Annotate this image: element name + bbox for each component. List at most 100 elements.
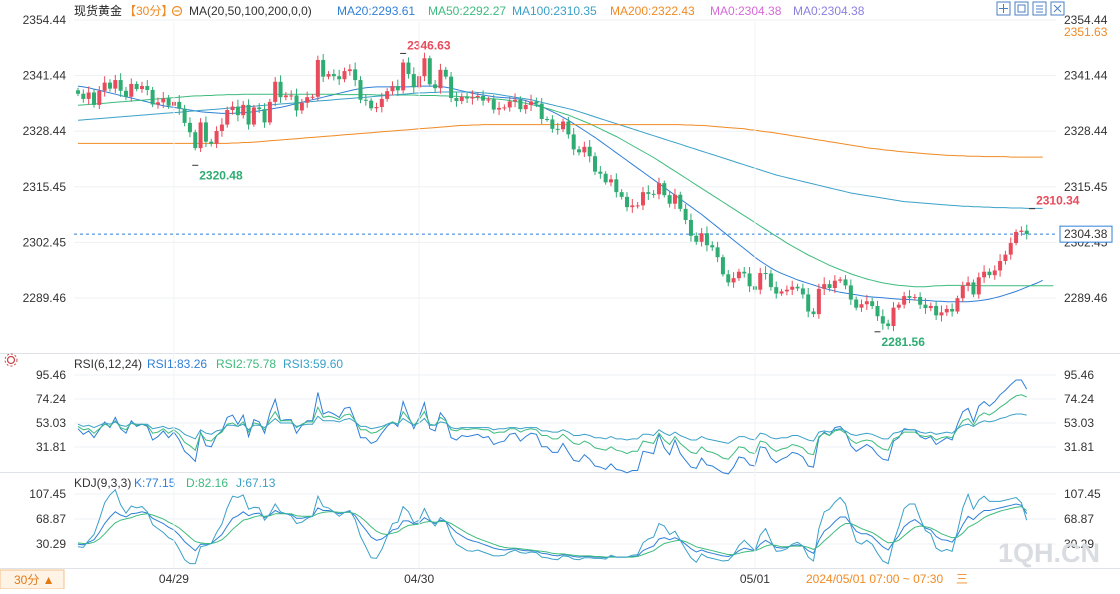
candle-body <box>529 101 534 105</box>
rsi-settings-icon[interactable] <box>4 353 18 367</box>
candle <box>1003 250 1008 265</box>
candle <box>848 279 853 305</box>
candle-body <box>363 99 368 101</box>
ma-legend: MA20:2293.61 MA50:2292.27 MA100:2310.35 MA2… <box>337 4 865 18</box>
price-axis: 2354.44 2354.44 2341.44 2341.44 2328.44 2328.… <box>23 13 1113 305</box>
candle-body <box>982 271 987 278</box>
candle <box>774 281 779 299</box>
candle <box>582 141 587 157</box>
settings-icon[interactable] <box>171 5 183 17</box>
candle-body <box>513 99 518 102</box>
candle-body <box>177 101 182 109</box>
menu-icon[interactable]: 三 <box>956 572 968 586</box>
candle-body <box>678 194 683 209</box>
candle <box>331 69 336 81</box>
candle <box>577 145 582 156</box>
candle-body <box>273 81 278 102</box>
candle-body <box>129 83 134 97</box>
rsi-lines <box>77 379 1028 475</box>
candle-body <box>694 235 699 242</box>
candle-body <box>822 284 827 289</box>
candle-body <box>561 121 566 130</box>
candle-body <box>784 289 789 292</box>
candle-body <box>912 296 917 298</box>
candle-body <box>486 99 491 101</box>
candle-body <box>795 286 800 289</box>
close-icon[interactable] <box>1050 1 1065 16</box>
move-icon[interactable] <box>996 1 1011 16</box>
candle <box>662 180 667 198</box>
candle-body <box>257 107 262 110</box>
candle-body <box>758 273 763 290</box>
candle <box>342 67 347 83</box>
zoom-icon[interactable] <box>1014 1 1029 16</box>
candle <box>758 267 763 295</box>
candle <box>832 275 837 293</box>
candle-body <box>481 95 486 101</box>
candle <box>449 71 454 103</box>
candle <box>257 103 262 114</box>
kdj-tick-right: 107.45 <box>1064 487 1101 501</box>
candle-body <box>875 305 880 317</box>
price-tick-left: 2289.46 <box>23 291 67 305</box>
candle-body <box>630 205 635 208</box>
period-tag[interactable]: 【30分】 <box>124 4 173 18</box>
candle-body <box>139 86 144 90</box>
candle-body <box>470 97 475 99</box>
candle-body <box>976 277 981 295</box>
candle-body <box>806 294 811 312</box>
candle <box>102 76 107 97</box>
period-selector-label: 30分 ▲ <box>14 573 55 587</box>
candle <box>395 79 400 97</box>
candle <box>688 213 693 242</box>
kdj-tick-right: 30.29 <box>1064 537 1094 551</box>
candle <box>656 177 661 200</box>
candle <box>422 52 427 82</box>
candle-body <box>241 104 246 116</box>
price-tick-right: 2289.46 <box>1064 291 1108 305</box>
candle-body <box>283 95 288 98</box>
candle <box>928 302 933 312</box>
candle <box>166 95 171 109</box>
extreme-label: 2346.63 <box>407 38 451 52</box>
ma-legend-value: MA200:2322.43 <box>610 4 695 18</box>
candle-body <box>262 109 267 123</box>
price-tick-left: 2315.45 <box>23 180 67 194</box>
candle-body <box>331 74 336 77</box>
candle-body <box>161 98 166 103</box>
candle-body <box>406 62 411 75</box>
candle <box>555 122 560 135</box>
candle <box>123 86 128 101</box>
candle <box>784 285 789 296</box>
candle <box>1008 237 1013 260</box>
candle <box>246 99 251 130</box>
candle <box>934 300 939 320</box>
symbol-title: 现货黄金 <box>74 3 122 18</box>
candle <box>694 232 699 245</box>
candle <box>230 101 235 115</box>
candle <box>827 280 832 292</box>
candle <box>950 303 955 317</box>
candle <box>374 102 379 113</box>
candle-body <box>539 103 544 119</box>
rsi-tick-left: 95.46 <box>36 368 66 382</box>
candle <box>161 92 166 109</box>
candle-body <box>534 101 539 104</box>
candle <box>966 276 971 292</box>
candle-body <box>230 106 235 111</box>
candle <box>177 95 182 115</box>
candle-body <box>774 287 779 294</box>
candle-body <box>614 179 619 193</box>
candle-body <box>640 192 645 206</box>
candle-body <box>502 107 507 109</box>
period-selector-button[interactable]: 30分 ▲ <box>0 569 65 590</box>
candle <box>433 80 438 93</box>
candle <box>907 290 912 304</box>
candle <box>438 63 443 94</box>
kdj-title: KDJ(9,3,3) <box>74 476 131 490</box>
candle <box>918 292 923 309</box>
compare-icon[interactable] <box>1032 1 1047 16</box>
candle-body <box>880 316 885 324</box>
